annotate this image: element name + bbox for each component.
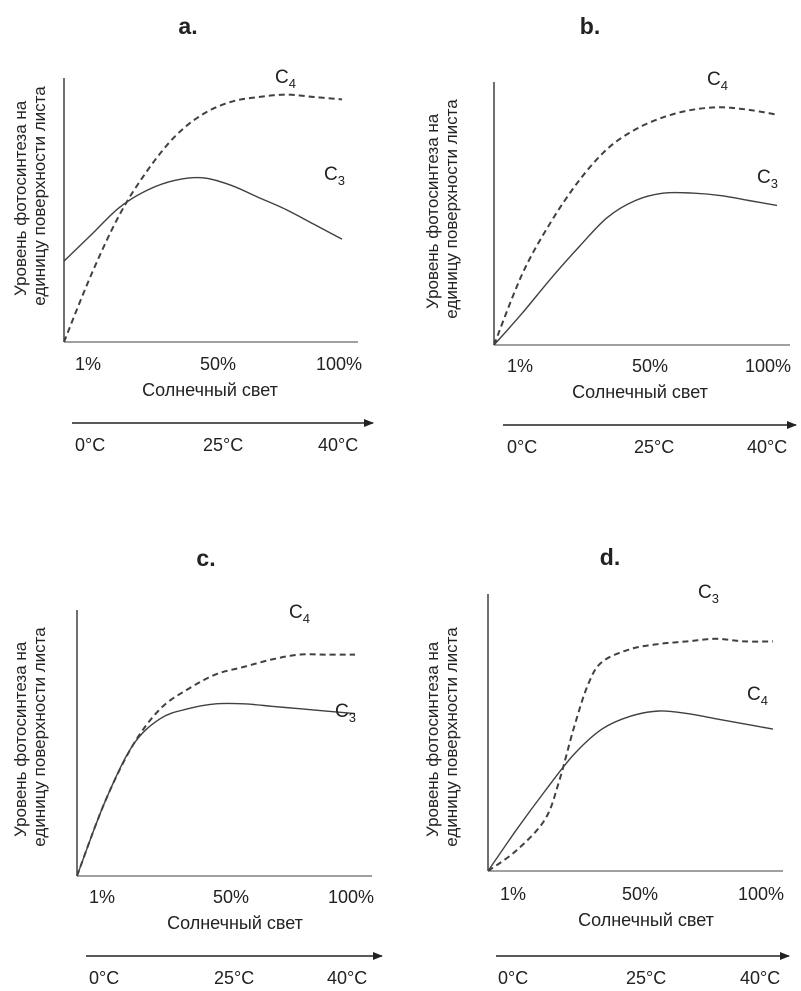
y-axis-label-line-1: Уровень фотосинтеза на — [11, 100, 30, 296]
y-axis-label-line-2: единицу поверхности листа — [30, 627, 49, 847]
x-tick-label: 50% — [622, 884, 658, 904]
series-c3-line — [493, 191, 778, 346]
series-label-c4-name: C — [707, 69, 721, 90]
x-axis-label: Солнечный свет — [167, 913, 303, 933]
series-label-c3-name: C — [324, 164, 338, 185]
panel-b: b. Уровень фотосинтеза на единицу поверх… — [423, 13, 797, 457]
series-label-c4: C4 — [747, 684, 768, 708]
x-tick-label: 50% — [632, 356, 668, 376]
panel-label: c. — [196, 545, 215, 571]
series-label-c4-name: C — [289, 602, 303, 623]
y-axis-label: Уровень фотосинтеза на единицу поверхнос… — [11, 627, 49, 847]
temperature-tick-label: 40°C — [747, 437, 787, 457]
series-label-c4-subscript: 4 — [303, 611, 310, 626]
y-axis-label: Уровень фотосинтеза на единицу поверхнос… — [11, 86, 49, 306]
series-c4-line — [63, 93, 343, 343]
x-tick-label: 1% — [75, 354, 101, 374]
panel-d: d. Уровень фотосинтеза на единицу поверх… — [423, 544, 790, 988]
series-label-c3-name: C — [698, 582, 712, 603]
x-tick-label: 100% — [738, 884, 784, 904]
series-label-c4-subscript: 4 — [761, 693, 768, 708]
series-label-c3-subscript: 3 — [771, 176, 778, 191]
temperature-tick-label: 0°C — [75, 435, 105, 455]
series-label-c4: C4 — [289, 602, 310, 626]
series-label-c3: C3 — [757, 167, 778, 191]
temperature-tick-label: 25°C — [203, 435, 243, 455]
series-c4-line — [493, 106, 778, 346]
x-tick-label: 1% — [507, 356, 533, 376]
series-label-c4: C4 — [275, 67, 296, 91]
y-axis-label: Уровень фотосинтеза на единицу поверхнос… — [423, 99, 461, 319]
series-label-c4-name: C — [275, 67, 289, 88]
panel-label: b. — [580, 13, 600, 39]
series-c4-line — [76, 653, 355, 877]
series-label-c4-subscript: 4 — [289, 76, 296, 91]
temperature-tick-label: 25°C — [634, 437, 674, 457]
panel-a: a. Уровень фотосинтеза на единицу поверх… — [11, 13, 374, 455]
y-axis-label-line-2: единицу поверхности листа — [30, 86, 49, 306]
x-tick-label: 100% — [316, 354, 362, 374]
series-label-c3: C3 — [335, 701, 356, 725]
panel-c: c. Уровень фотосинтеза на единицу поверх… — [11, 545, 383, 988]
temperature-tick-label: 0°C — [507, 437, 537, 457]
series-c4-line — [487, 710, 774, 872]
series-label-c3-name: C — [757, 167, 771, 188]
x-tick-label: 100% — [328, 887, 374, 907]
series-c3-line — [63, 176, 343, 262]
y-axis-label: Уровень фотосинтеза на единицу поверхнос… — [423, 627, 461, 847]
temperature-tick-label: 25°C — [214, 968, 254, 988]
y-axis-label-line-2: единицу поверхности листа — [442, 99, 461, 319]
temperature-tick-label: 40°C — [318, 435, 358, 455]
panel-label: d. — [600, 544, 620, 570]
series-label-c3-subscript: 3 — [712, 591, 719, 606]
temperature-tick-label: 0°C — [89, 968, 119, 988]
panel-label: a. — [178, 13, 197, 39]
series-label-c3-subscript: 3 — [349, 710, 356, 725]
temperature-tick-label: 25°C — [626, 968, 666, 988]
y-axis-label-line-1: Уровень фотосинтеза на — [11, 641, 30, 837]
temperature-tick-label: 40°C — [740, 968, 780, 988]
x-axis-label: Солнечный свет — [578, 910, 714, 930]
x-tick-label: 50% — [213, 887, 249, 907]
temperature-tick-label: 0°C — [498, 968, 528, 988]
x-tick-label: 1% — [89, 887, 115, 907]
x-axis-label: Солнечный свет — [142, 380, 278, 400]
series-label-c4-subscript: 4 — [721, 78, 728, 93]
y-axis-label-line-2: единицу поверхности листа — [442, 627, 461, 847]
x-tick-label: 50% — [200, 354, 236, 374]
x-tick-label: 1% — [500, 884, 526, 904]
x-tick-label: 100% — [745, 356, 791, 376]
x-axis-label: Солнечный свет — [572, 382, 708, 402]
series-label-c3-subscript: 3 — [338, 173, 345, 188]
series-label-c3-name: C — [335, 701, 349, 722]
series-c3-line — [487, 637, 774, 872]
series-label-c4: C4 — [707, 69, 728, 93]
temperature-tick-label: 40°C — [327, 968, 367, 988]
series-c3-line — [76, 702, 356, 877]
y-axis-label-line-1: Уровень фотосинтеза на — [423, 641, 442, 837]
series-label-c3: C3 — [324, 164, 345, 188]
y-axis-label-line-1: Уровень фотосинтеза на — [423, 113, 442, 309]
series-label-c4-name: C — [747, 684, 761, 705]
series-label-c3: C3 — [698, 582, 719, 606]
